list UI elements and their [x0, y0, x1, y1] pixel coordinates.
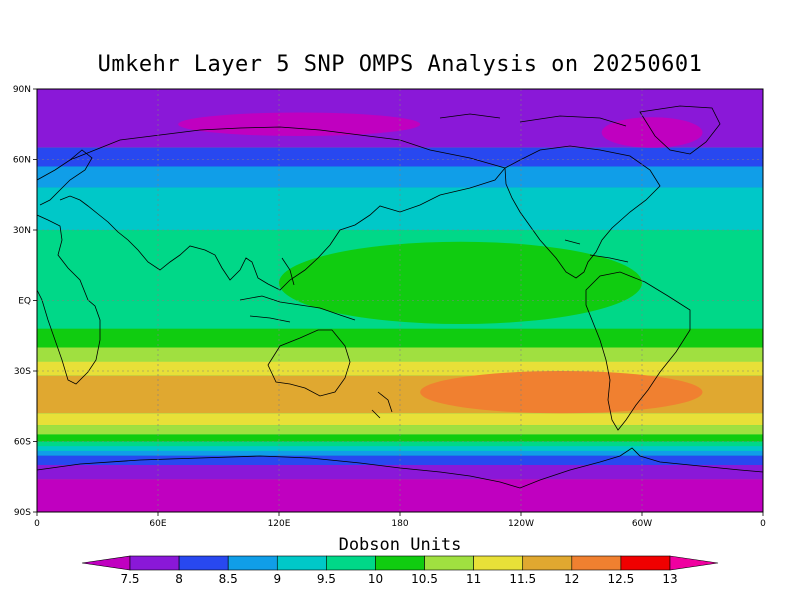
coastline-arctic: [439, 113, 627, 127]
colorbar-box-7: [473, 555, 524, 571]
ozone-band-1: [37, 147, 763, 167]
ozone-band-12: [37, 441, 763, 447]
colorbar-box-9: [571, 555, 622, 571]
y-tick-label: 30N: [13, 226, 31, 236]
coastline-africa-europe: [37, 149, 101, 385]
ozone-feature-2: [279, 241, 642, 324]
colorbar-under-triangle: [81, 555, 131, 571]
colorbar: 7.5 8 8.5 9 9.5 10 10.5 11 11.5 12 12.5 13: [81, 555, 719, 586]
y-tick-label: 90S: [14, 508, 31, 518]
colorbar-tick-label: 12: [564, 572, 579, 586]
x-tick-label: 120W: [508, 519, 534, 529]
colorbar-title: Dobson Units: [338, 535, 462, 555]
colorbar-box-2: [227, 555, 278, 571]
colorbar-tick-label: 11: [466, 572, 481, 586]
x-tick-label: 0: [760, 519, 766, 529]
gridlines: [37, 89, 763, 512]
x-tick-label: 180: [391, 519, 408, 529]
y-tick-label: 90N: [13, 85, 31, 95]
ozone-band-14: [37, 450, 763, 456]
colorbar-box-1: [178, 555, 229, 571]
colorbar-tick-label: 8: [175, 572, 183, 586]
colorbar-tick-label: 10.5: [411, 572, 438, 586]
coastline-indonesia: [239, 257, 356, 323]
y-tick-label: 30S: [14, 367, 31, 377]
colorbar-tick-label: 8.5: [219, 572, 238, 586]
x-tick-label: 120E: [268, 519, 291, 529]
colorbar-tick-label: 13: [662, 572, 677, 586]
coastline-south-america: [585, 271, 691, 431]
coastline-greenland: [639, 105, 721, 155]
coastline-asia: [59, 126, 506, 291]
colorbar-tick-label: 9.5: [317, 572, 336, 586]
x-tick-label: 60E: [149, 519, 166, 529]
colorbar-box-6: [424, 555, 474, 571]
colorbar-tick-label: 9: [273, 572, 281, 586]
ozone-band-2: [37, 166, 763, 188]
colorbar-box-0: [129, 555, 180, 571]
ozone-feature-0: [178, 112, 421, 136]
x-tick-label: 0: [34, 519, 40, 529]
ozone-feature-1: [601, 117, 703, 148]
coastline-caribbean: [564, 239, 629, 263]
coastline-australia: [267, 329, 351, 397]
ozone-features: [178, 112, 703, 414]
colorbar-box-5: [375, 555, 425, 571]
colorbar-tick-label: 7.5: [120, 572, 139, 586]
colorbar-box-3: [276, 555, 327, 571]
coastline-north-america: [504, 145, 661, 279]
ozone-band-7: [37, 361, 763, 376]
ozone-band-16: [37, 465, 763, 480]
ozone-band-13: [37, 446, 763, 451]
y-tick-label: 60N: [13, 156, 31, 166]
axis-ticks: 0 60E 120E 180 120W 60W 0 90N 60N 30N EQ 30S 60S 90S: [13, 85, 766, 529]
colorbar-box-8: [522, 555, 573, 571]
colorbar-tick-label: 12.5: [608, 572, 635, 586]
colorbar-tick-label: 11.5: [509, 572, 536, 586]
coastline-new-zealand: [371, 391, 393, 419]
ozone-band-5: [37, 328, 763, 348]
colorbar-box-4: [326, 555, 376, 571]
coastline-antarctica: [37, 447, 763, 489]
x-tick-label: 60W: [632, 519, 652, 529]
ozone-feature-3: [420, 371, 703, 414]
y-tick-label: EQ: [18, 297, 31, 307]
ozone-band-11: [37, 434, 763, 442]
colorbar-tick-label: 10: [368, 572, 383, 586]
colorbar-box-10: [620, 555, 671, 571]
map-title: Umkehr Layer 5 SNP OMPS Analysis on 2025…: [97, 52, 703, 77]
coastlines: [37, 105, 763, 489]
colorbar-over-triangle: [669, 555, 719, 571]
y-tick-label: 60S: [14, 438, 31, 448]
